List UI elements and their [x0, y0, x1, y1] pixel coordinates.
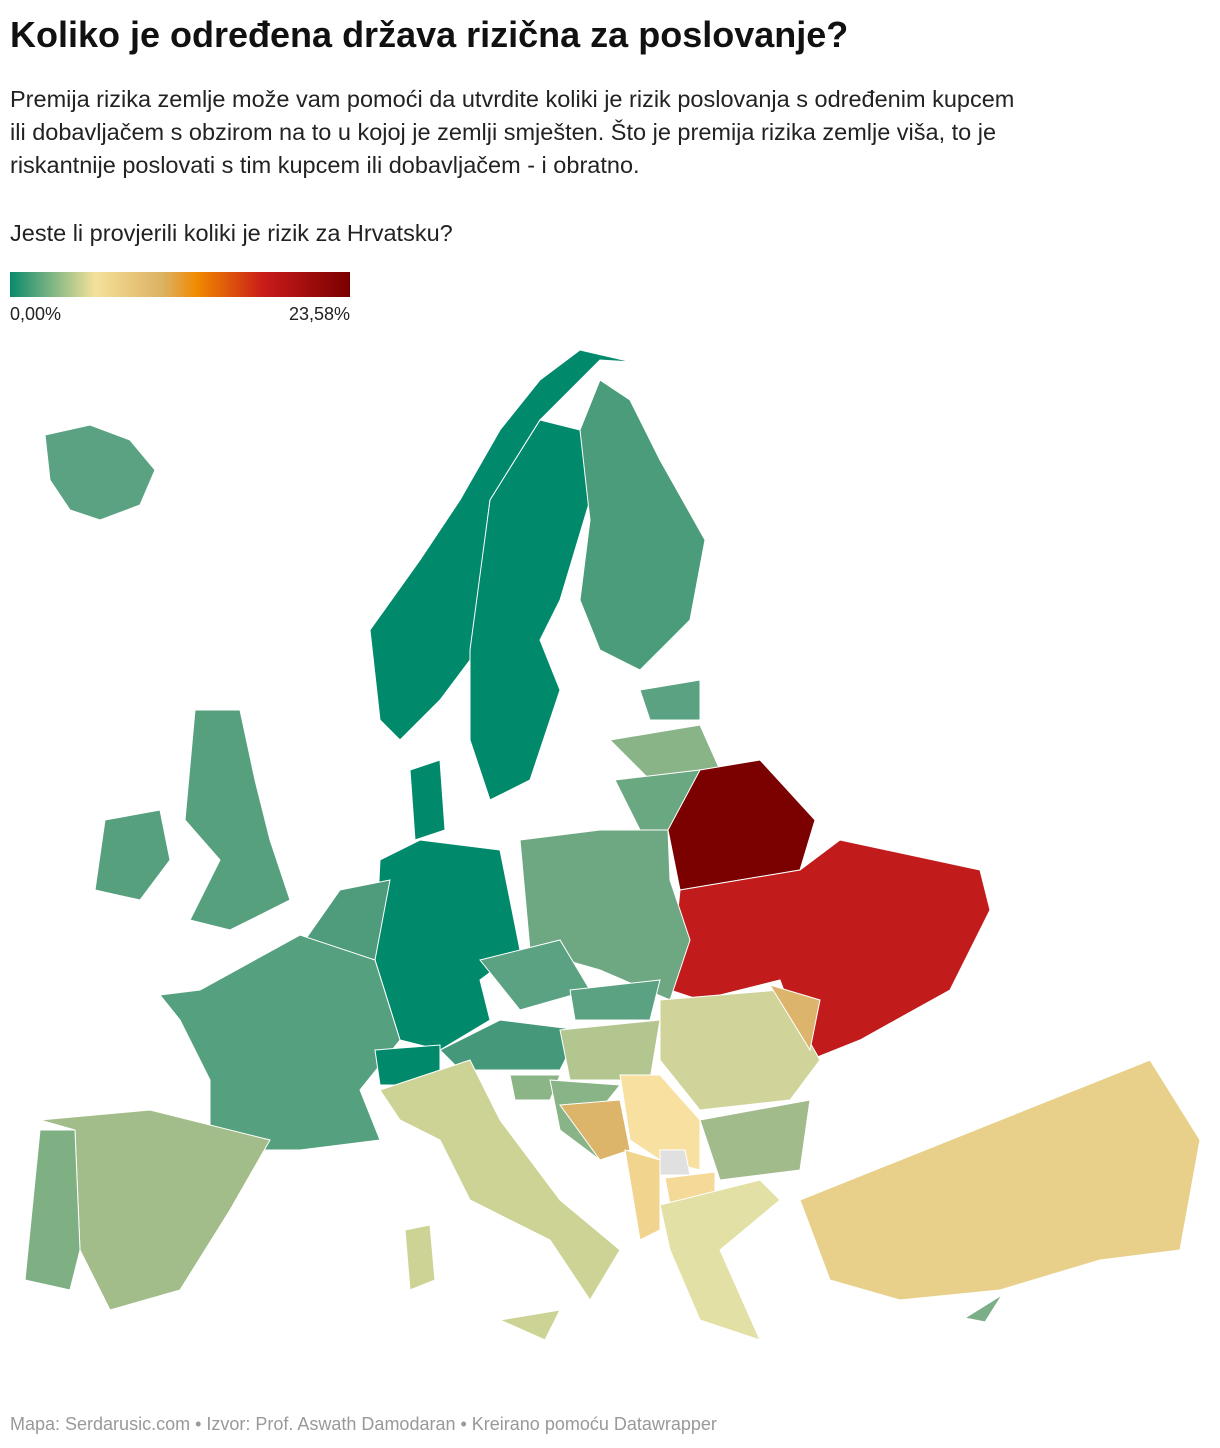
sicily	[498, 1309, 561, 1341]
question: Jeste li provjerili koliki je rizik za H…	[10, 220, 453, 246]
ireland	[94, 809, 171, 901]
legend-max: 23,58%	[288, 304, 350, 324]
italy	[379, 1059, 621, 1301]
germany	[374, 839, 521, 1051]
description-line: ili dobavljačem s obzirom na to u kojoj …	[10, 119, 997, 145]
slovakia	[569, 979, 661, 1021]
finland	[579, 379, 706, 671]
greece	[659, 1179, 781, 1341]
slovenia	[509, 1074, 561, 1101]
hungary	[559, 1019, 661, 1081]
serbia	[619, 1074, 701, 1171]
montenegro-albania	[624, 1149, 661, 1241]
denmark	[409, 759, 446, 841]
footer: Mapa: Serdarusic.com • Izvor: Prof. Aswa…	[10, 1414, 717, 1434]
moldova	[768, 984, 821, 1052]
cyprus	[963, 1294, 1003, 1323]
uk	[184, 709, 291, 931]
norway	[369, 349, 633, 741]
bosnia	[559, 1099, 631, 1161]
estonia	[639, 679, 701, 721]
iceland	[44, 424, 156, 521]
title: Koliko je određena država rizična za pos…	[10, 14, 849, 55]
portugal	[24, 1129, 81, 1291]
legend-min: 0,00%	[10, 304, 62, 324]
description-line: riskantnije poslovati s tim kupcem ili d…	[10, 152, 640, 178]
description-line: Premija rizika zemlje može vam pomoći da…	[10, 86, 1015, 112]
bulgaria	[699, 1099, 811, 1181]
france	[159, 934, 401, 1151]
sardinia	[404, 1224, 436, 1291]
turkey	[799, 1059, 1201, 1301]
sweden	[469, 419, 591, 801]
kosovo	[659, 1149, 691, 1176]
legend-gradient	[10, 272, 350, 297]
